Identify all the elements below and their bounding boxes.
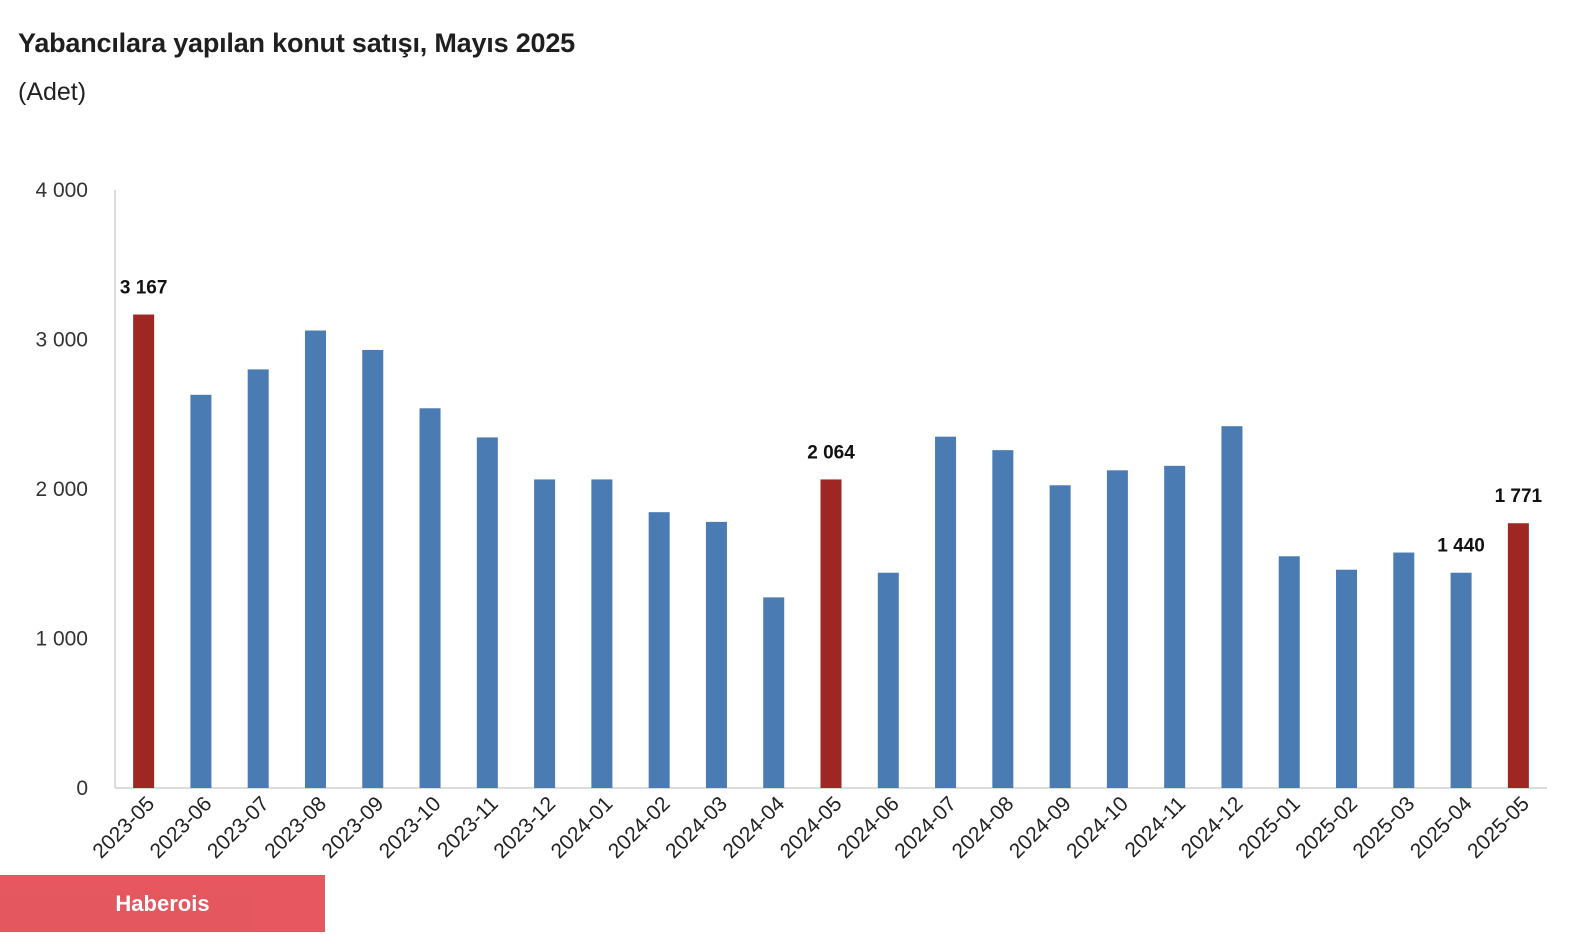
bar-2023-08 — [304, 330, 326, 788]
x-tick-label: 2024-02 — [604, 792, 675, 863]
watermark-logo: Haberois — [0, 875, 325, 932]
x-tick-label: 2024-07 — [890, 792, 961, 863]
bar-2023-09 — [362, 349, 384, 788]
bar-2024-06 — [877, 572, 899, 788]
x-tick-label: 2025-04 — [1406, 792, 1477, 863]
bar-2024-02 — [648, 512, 670, 788]
x-tick-label: 2025-03 — [1349, 792, 1420, 863]
x-tick-label: 2024-11 — [1121, 792, 1191, 862]
x-tick-label: 2023-06 — [146, 792, 217, 863]
bar-2024-01 — [591, 479, 613, 788]
x-tick-label: 2023-05 — [88, 792, 159, 863]
bar-2025-05 — [1507, 523, 1529, 788]
x-tick-label: 2023-11 — [433, 792, 503, 862]
x-tick-label: 2024-12 — [1177, 792, 1248, 863]
bar-2024-08 — [992, 450, 1014, 788]
x-tick-label: 2023-10 — [375, 792, 446, 863]
bar-2023-05 — [133, 314, 155, 788]
bar-2023-10 — [419, 408, 441, 788]
bar-2024-11 — [1164, 465, 1186, 788]
x-tick-label: 2025-02 — [1291, 792, 1362, 863]
bar-2024-05 — [820, 479, 842, 788]
bar-2023-06 — [190, 394, 212, 788]
x-tick-label: 2024-04 — [718, 792, 789, 863]
bar-2023-12 — [534, 479, 556, 788]
bar-2025-01 — [1278, 556, 1300, 788]
y-tick-label: 0 — [76, 777, 88, 800]
bar-2024-07 — [935, 436, 957, 788]
x-tick-label: 2024-08 — [948, 792, 1019, 863]
x-tick-label: 2024-06 — [833, 792, 904, 863]
bar-2024-03 — [705, 521, 727, 788]
bar-2024-09 — [1049, 485, 1071, 788]
x-tick-label: 2024-01 — [547, 792, 618, 863]
bar-2025-02 — [1336, 569, 1358, 788]
x-tick-label: 2023-12 — [489, 792, 560, 863]
data-label-2024-05: 2 064 — [807, 442, 855, 463]
bar-2023-07 — [247, 369, 269, 788]
data-label-2025-05: 1 771 — [1495, 486, 1543, 507]
bar-2025-03 — [1393, 552, 1415, 788]
bar-2025-04 — [1450, 572, 1472, 788]
x-tick-label: 2023-08 — [260, 792, 331, 863]
x-tick-label: 2023-09 — [318, 792, 389, 863]
y-tick-label: 1 000 — [35, 628, 88, 651]
chart-title: Yabancılara yapılan konut satışı, Mayıs … — [18, 28, 575, 58]
x-tick-label: 2024-03 — [661, 792, 732, 863]
x-tick-label: 2024-10 — [1062, 792, 1133, 863]
x-tick-label: 2025-05 — [1463, 792, 1534, 863]
chart-subtitle-unit: (Adet) — [18, 78, 87, 106]
bar-2024-04 — [763, 597, 785, 788]
data-label-2025-04: 1 440 — [1437, 536, 1485, 557]
y-tick-label: 3 000 — [35, 329, 88, 352]
data-label-2023-05: 3 167 — [120, 278, 168, 299]
bar-2024-12 — [1221, 426, 1243, 788]
x-tick-label: 2024-09 — [1005, 792, 1076, 863]
bar-2023-11 — [476, 437, 498, 788]
y-tick-label: 2 000 — [35, 478, 88, 501]
x-tick-label: 2024-05 — [776, 792, 847, 863]
x-tick-label: 2023-07 — [203, 792, 274, 863]
y-tick-label: 4 000 — [35, 179, 88, 202]
bar-2024-10 — [1106, 470, 1128, 788]
x-tick-label: 2025-01 — [1234, 792, 1305, 863]
